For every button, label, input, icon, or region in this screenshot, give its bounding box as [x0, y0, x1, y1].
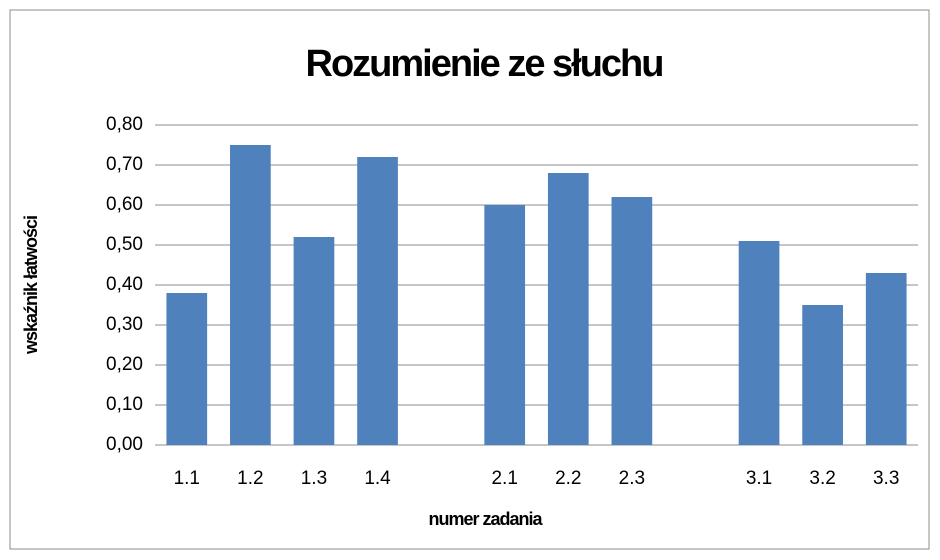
- y-tick-label: 0,80: [106, 114, 143, 135]
- bar: [293, 237, 335, 445]
- chart-title: Rozumienie ze słuchu: [306, 43, 663, 85]
- x-tick-label: 3.2: [809, 468, 835, 489]
- bar: [611, 197, 653, 445]
- x-tick-label: 3.3: [873, 468, 899, 489]
- y-tick-label: 0,00: [106, 434, 143, 455]
- x-axis-label: numer zadania: [428, 509, 543, 529]
- y-tick-label: 0,40: [106, 274, 143, 295]
- y-tick-label: 0,50: [106, 234, 143, 255]
- y-axis-label: wskaźnik łatwości: [21, 216, 41, 355]
- chart-border: [9, 9, 930, 550]
- bar: [166, 293, 208, 445]
- bar: [738, 241, 780, 445]
- x-tick-label: 1.4: [364, 468, 391, 489]
- x-tick-label: 2.2: [555, 468, 581, 489]
- x-tick-label: 1.1: [174, 468, 200, 489]
- y-tick-label: 0,70: [106, 154, 143, 175]
- y-tick-label: 0,20: [106, 354, 143, 375]
- y-tick-label: 0,30: [106, 314, 143, 335]
- bar: [230, 145, 271, 445]
- x-tick-label: 1.3: [301, 468, 327, 489]
- x-tick-label: 2.1: [491, 468, 517, 489]
- bar: [547, 173, 589, 445]
- y-tick-label: 0,10: [106, 394, 143, 415]
- y-tick-label: 0,60: [106, 194, 143, 215]
- bar: [802, 305, 843, 445]
- bar: [357, 157, 398, 445]
- x-tick-label: 3.1: [746, 468, 772, 489]
- x-tick-label: 2.3: [619, 468, 645, 489]
- bar: [484, 205, 526, 445]
- bar: [865, 273, 907, 445]
- x-tick-label: 1.2: [237, 468, 263, 489]
